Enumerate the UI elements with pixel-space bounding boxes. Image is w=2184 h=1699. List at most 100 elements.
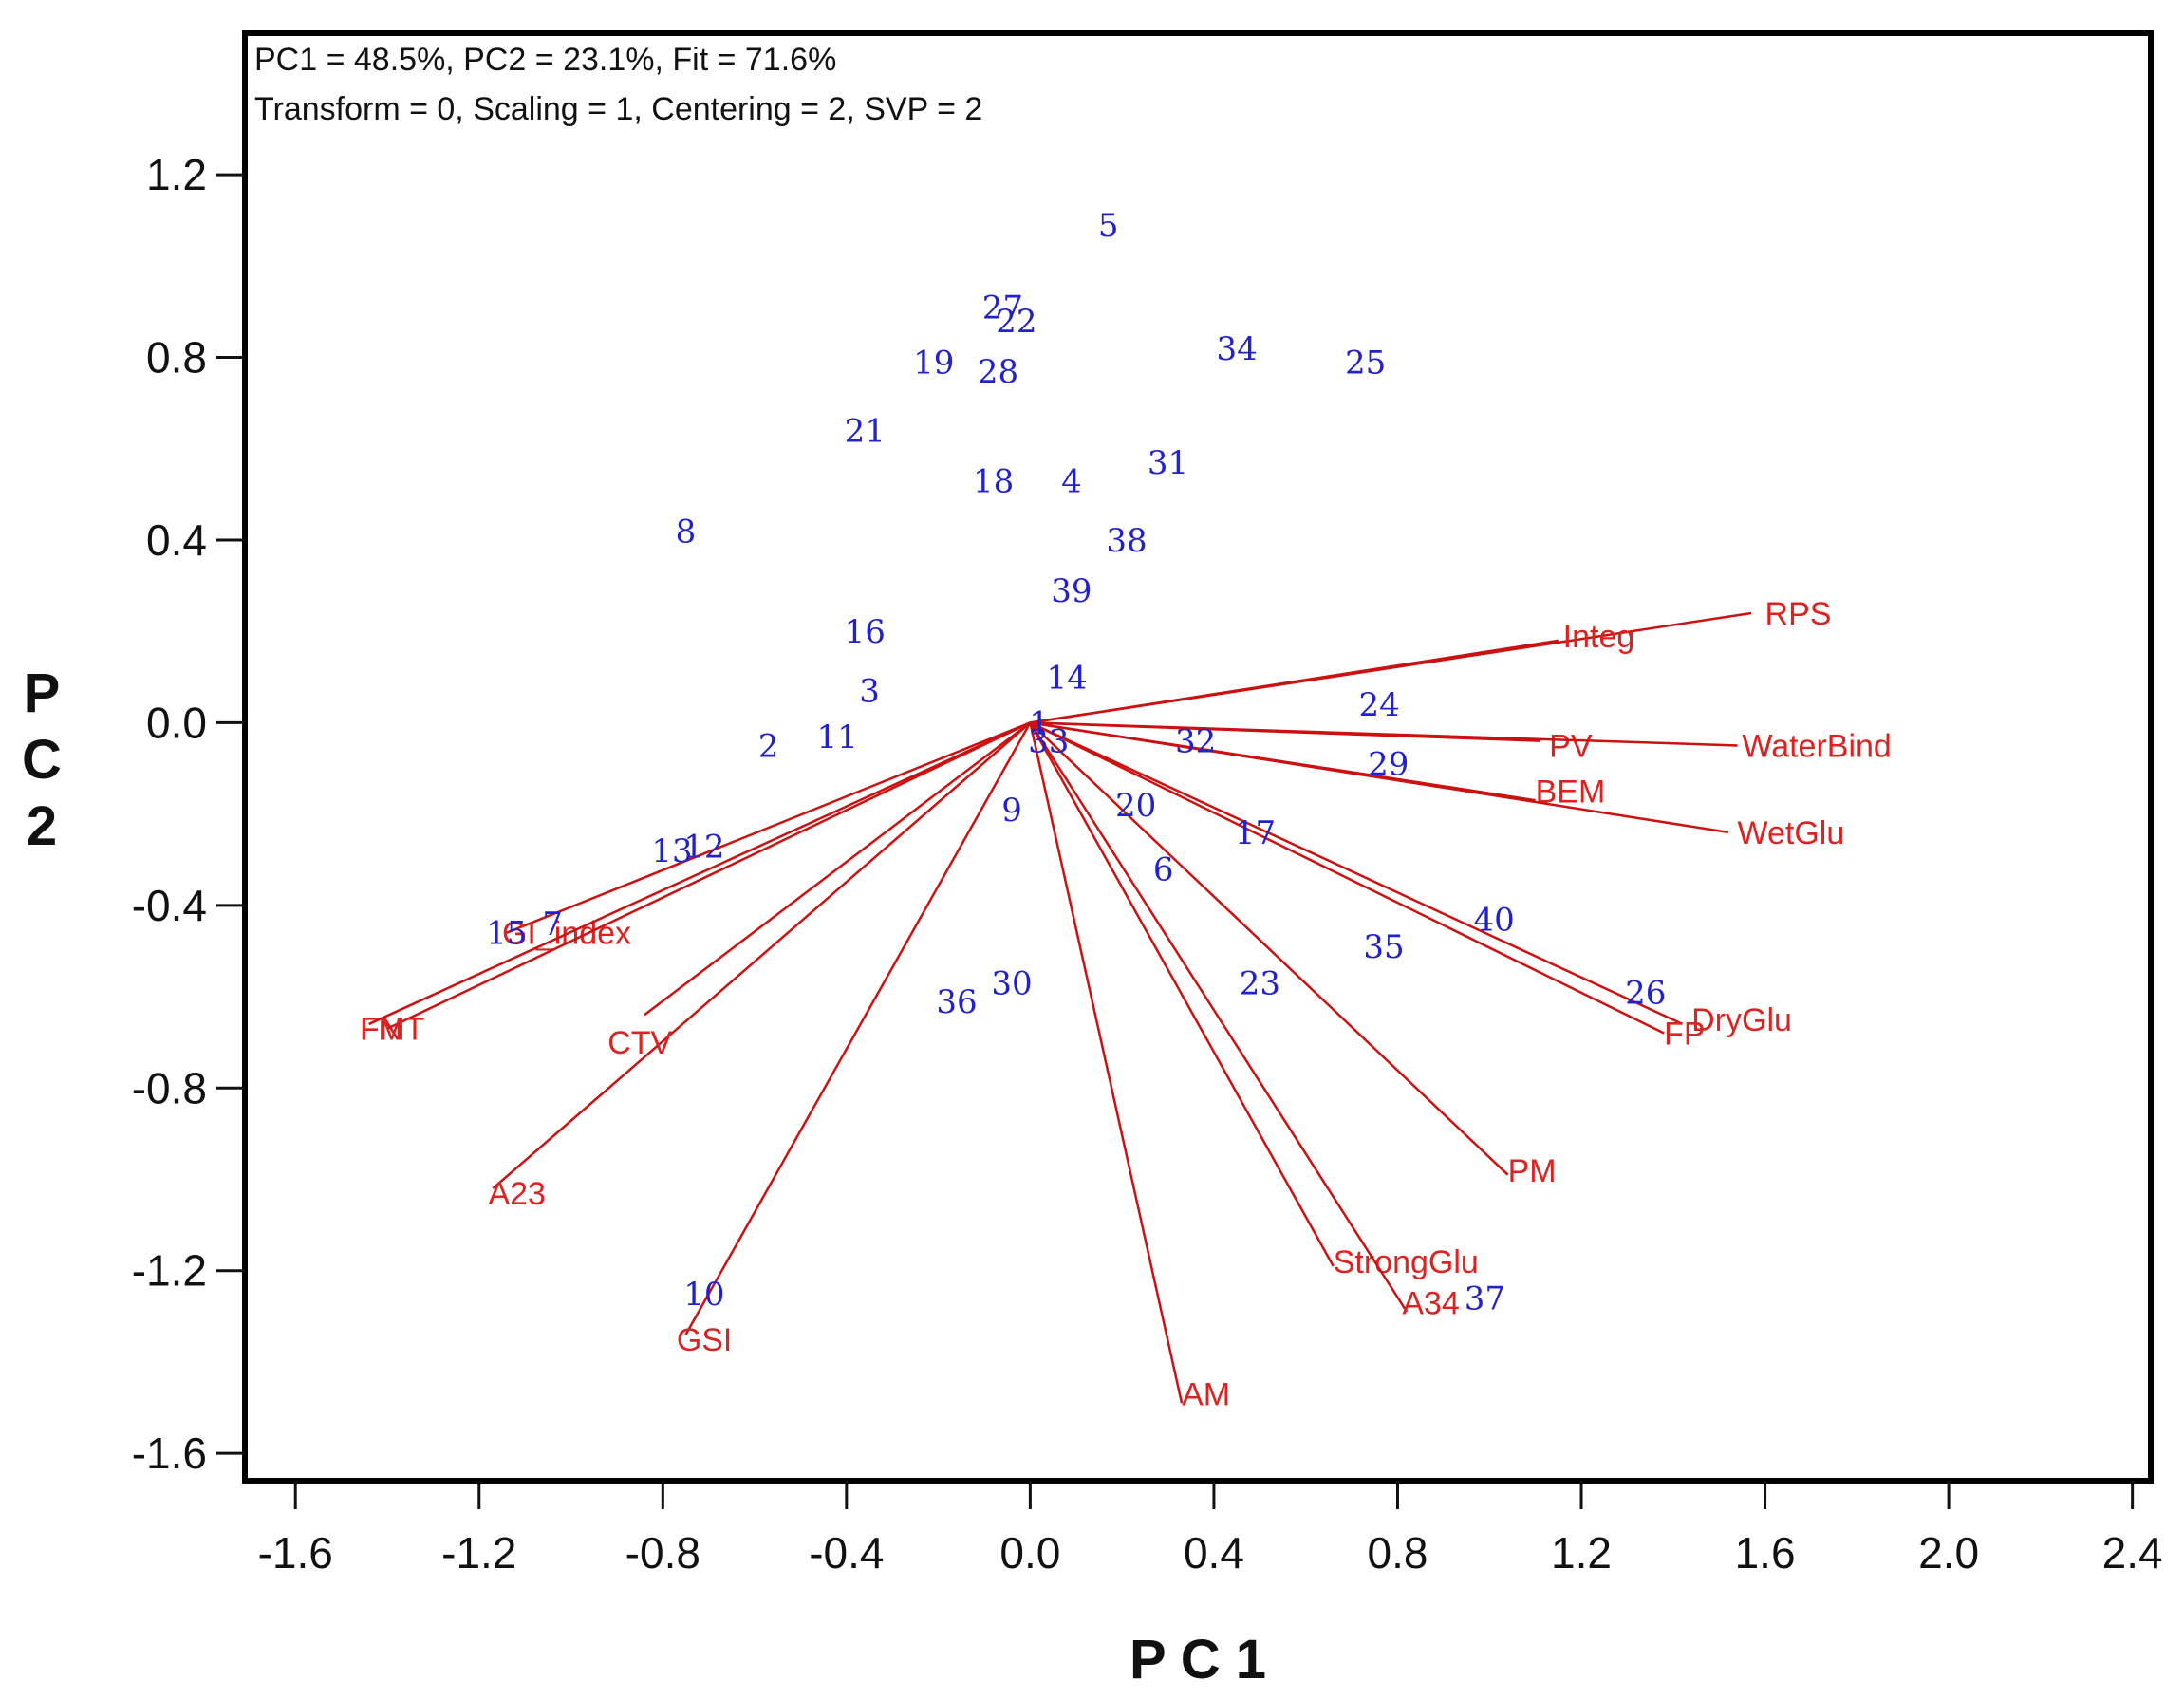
- x-tick-label: 1.2: [1551, 1528, 1612, 1578]
- vector-label: MT: [378, 1012, 424, 1048]
- observation-28: 28: [978, 353, 1018, 391]
- x-axis-title: P C 1: [1129, 1629, 1266, 1690]
- axes-layer: 1.2 0.8 0.4 0.0 -0.4 -0.8 -1.2 -1.6 -1.6 -1.2 -0.8…: [132, 150, 2163, 1578]
- observation-17: 17: [1235, 814, 1276, 852]
- vector-waterbind: WaterBind: [1030, 721, 1892, 764]
- observation-19: 19: [913, 344, 954, 382]
- observation-27: 27: [982, 289, 1023, 327]
- vector-label: RPS: [1765, 596, 1832, 632]
- observation-32: 32: [1175, 723, 1216, 761]
- vector-wetglu: WetGlu: [1030, 721, 1845, 851]
- x-tick-label: 0.4: [1184, 1528, 1244, 1578]
- y-tick-label: 0.4: [146, 515, 207, 565]
- observation-36: 36: [936, 983, 977, 1021]
- vector-line: [1030, 639, 1559, 724]
- vector-ctv: CTV: [607, 721, 1032, 1061]
- observation-29: 29: [1368, 746, 1409, 784]
- x-tick-label: 0.8: [1368, 1528, 1428, 1578]
- vector-label: CTV: [607, 1025, 672, 1061]
- vector-line: [1030, 721, 1729, 834]
- y-axis-title-line-1: P: [24, 663, 61, 724]
- vector-line: [1029, 721, 1335, 1267]
- vector-line: [506, 721, 1031, 934]
- vector-label: AM: [1182, 1377, 1230, 1413]
- y-tick-label: -1.2: [132, 1246, 207, 1296]
- observation-30: 30: [991, 965, 1032, 1003]
- vector-mt: MT: [378, 721, 1031, 1048]
- vector-label: PV: [1549, 728, 1593, 764]
- x-tick-label: 2.0: [1918, 1528, 1979, 1578]
- vector-label: FP: [1664, 1017, 1705, 1053]
- vector-am: AM: [1029, 722, 1230, 1413]
- vector-label: FN: [360, 1012, 402, 1048]
- y-axis-title-line-3: 2: [27, 795, 57, 857]
- observations-layer: 1234567891011121314151617181920212223242…: [486, 207, 1666, 1318]
- x-tick-label: -0.4: [809, 1528, 884, 1578]
- observation-37: 37: [1465, 1280, 1505, 1318]
- vector-label: GSI: [677, 1322, 733, 1358]
- observation-13: 13: [651, 832, 692, 870]
- observation-18: 18: [973, 462, 1014, 500]
- plot-frame: [242, 30, 2154, 1484]
- vector-a23: A23: [488, 721, 1032, 1212]
- vector-label: WaterBind: [1742, 728, 1891, 764]
- x-tick-label: 0.0: [999, 1528, 1060, 1578]
- vector-label: A34: [1402, 1285, 1460, 1321]
- vector-fn: FN: [360, 721, 1031, 1048]
- observation-23: 23: [1240, 965, 1280, 1003]
- observation-2: 2: [758, 727, 779, 765]
- observation-22: 22: [996, 303, 1036, 341]
- y-axis-title-line-2: C: [22, 729, 62, 791]
- observation-20: 20: [1115, 787, 1156, 825]
- observation-26: 26: [1625, 974, 1666, 1012]
- observation-10: 10: [683, 1276, 724, 1314]
- vector-fp: FP: [1029, 721, 1706, 1053]
- x-tick-label: 1.6: [1735, 1528, 1796, 1578]
- header-line-2: Transform = 0, Scaling = 1, Centering = …: [254, 91, 982, 127]
- observation-34: 34: [1216, 330, 1257, 368]
- observation-15: 15: [486, 915, 527, 953]
- vector-label: WetGlu: [1738, 815, 1845, 851]
- observation-16: 16: [845, 613, 886, 651]
- vector-line: [684, 721, 1032, 1335]
- y-tick-label: 0.0: [146, 698, 207, 747]
- vector-line: [1029, 722, 1184, 1404]
- observation-40: 40: [1473, 901, 1514, 939]
- vector-line: [368, 721, 1031, 1026]
- vector-line: [1029, 721, 1683, 1026]
- vector-line: [492, 721, 1032, 1190]
- observation-21: 21: [845, 413, 886, 451]
- header-line-1: PC1 = 48.5%, PC2 = 23.1%, Fit = 71.6%: [254, 42, 836, 78]
- observation-6: 6: [1153, 850, 1174, 888]
- vector-dryglu: DryGlu: [1029, 721, 1792, 1038]
- x-tick-label: -1.2: [441, 1528, 516, 1578]
- vector-label: StrongGlu: [1334, 1244, 1479, 1280]
- observation-24: 24: [1358, 686, 1399, 724]
- vector-line: [644, 721, 1032, 1017]
- vector-gsi: GSI: [677, 721, 1032, 1358]
- observation-14: 14: [1046, 659, 1087, 697]
- observation-4: 4: [1061, 462, 1082, 500]
- observation-9: 9: [1001, 792, 1022, 830]
- observation-33: 33: [1028, 723, 1069, 761]
- vector-label: PM: [1508, 1153, 1557, 1189]
- vector-pm: PM: [1029, 721, 1557, 1189]
- observation-39: 39: [1051, 572, 1092, 610]
- y-tick-label: 0.8: [146, 333, 207, 383]
- vector-strongglu: StrongGlu: [1029, 721, 1479, 1280]
- observation-3: 3: [859, 673, 880, 711]
- x-tick-label: -1.6: [258, 1528, 333, 1578]
- vector-line: [1029, 721, 1509, 1176]
- observation-8: 8: [676, 513, 697, 551]
- vector-label: A23: [488, 1176, 546, 1212]
- observation-25: 25: [1345, 344, 1386, 382]
- vector-integ: Integ: [1030, 619, 1634, 724]
- vector-line: [1030, 721, 1738, 747]
- vector-line: [1029, 721, 1665, 1035]
- observation-5: 5: [1098, 207, 1119, 245]
- y-tick-label: -1.6: [132, 1428, 207, 1478]
- observation-38: 38: [1106, 522, 1147, 560]
- observation-1: 1: [1029, 704, 1050, 742]
